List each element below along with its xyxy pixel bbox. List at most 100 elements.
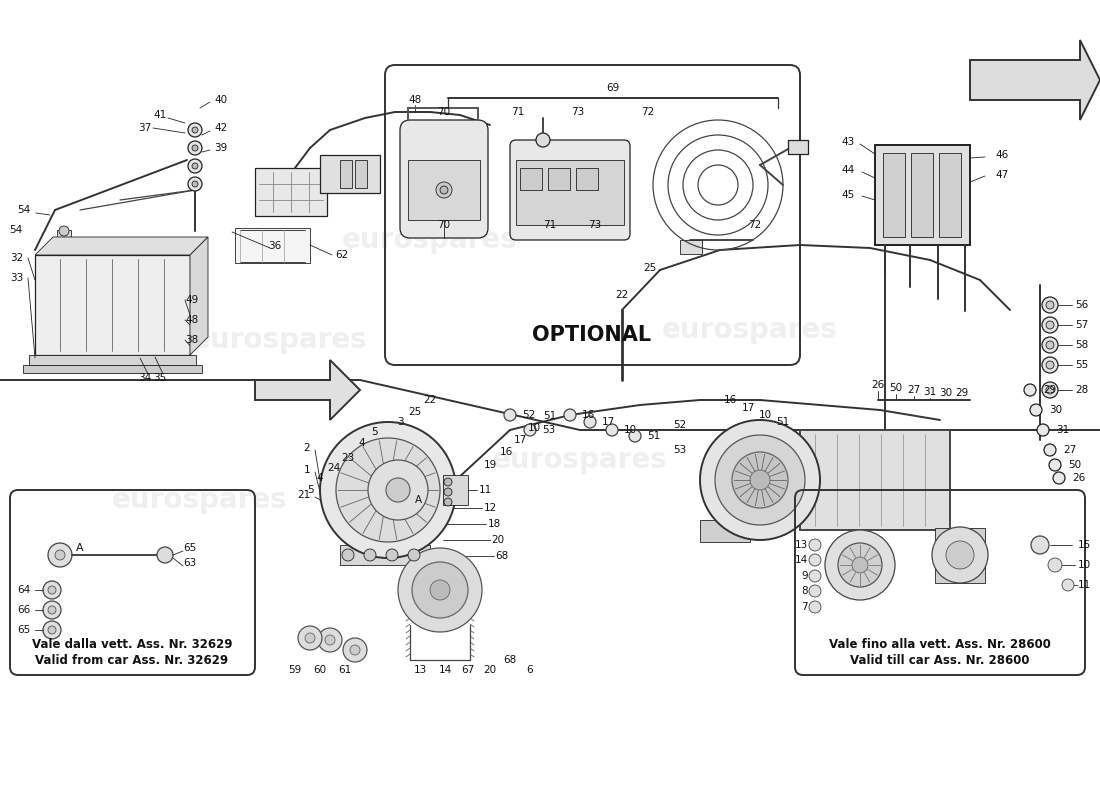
Text: 27: 27 xyxy=(908,385,921,395)
Polygon shape xyxy=(35,237,208,255)
Circle shape xyxy=(192,163,198,169)
Bar xyxy=(23,365,202,373)
Circle shape xyxy=(584,416,596,428)
Text: 10: 10 xyxy=(758,410,771,420)
Text: 34: 34 xyxy=(139,373,152,383)
Text: 30: 30 xyxy=(1049,405,1063,415)
Text: 9: 9 xyxy=(802,571,808,581)
Circle shape xyxy=(564,409,576,421)
Text: 45: 45 xyxy=(842,190,855,200)
Circle shape xyxy=(1049,459,1061,471)
Circle shape xyxy=(444,488,452,496)
Circle shape xyxy=(320,422,456,558)
Text: 46: 46 xyxy=(996,150,1009,160)
Circle shape xyxy=(1053,472,1065,484)
Text: 2: 2 xyxy=(304,443,310,453)
Text: 61: 61 xyxy=(339,665,352,675)
Bar xyxy=(883,153,905,237)
Text: 16: 16 xyxy=(724,395,737,405)
Bar xyxy=(320,155,379,193)
Circle shape xyxy=(192,181,198,187)
Text: 10: 10 xyxy=(624,425,637,435)
Text: eurospares: eurospares xyxy=(662,316,838,344)
Circle shape xyxy=(188,141,202,155)
Circle shape xyxy=(852,557,868,573)
Text: 32: 32 xyxy=(10,253,23,263)
Text: 50: 50 xyxy=(1068,460,1081,470)
Circle shape xyxy=(342,549,354,561)
Circle shape xyxy=(732,452,788,508)
Text: 64: 64 xyxy=(16,585,30,595)
Circle shape xyxy=(298,626,322,650)
Text: 12: 12 xyxy=(483,503,496,513)
Circle shape xyxy=(444,478,452,486)
Text: 73: 73 xyxy=(571,107,584,117)
Circle shape xyxy=(398,548,482,632)
Text: 53: 53 xyxy=(673,445,686,455)
Circle shape xyxy=(440,186,448,194)
Text: 72: 72 xyxy=(748,220,761,230)
Circle shape xyxy=(55,550,65,560)
Circle shape xyxy=(629,430,641,442)
Text: 10: 10 xyxy=(1078,560,1091,570)
Text: 26: 26 xyxy=(1072,473,1086,483)
Circle shape xyxy=(318,628,342,652)
Text: 73: 73 xyxy=(588,220,602,230)
Text: 71: 71 xyxy=(512,107,525,117)
Bar xyxy=(939,153,961,237)
Text: 39: 39 xyxy=(214,143,228,153)
Text: 5: 5 xyxy=(307,485,314,495)
Polygon shape xyxy=(935,528,984,583)
Circle shape xyxy=(382,484,394,496)
Text: 65: 65 xyxy=(16,625,30,635)
Circle shape xyxy=(1037,424,1049,436)
Text: 66: 66 xyxy=(16,605,30,615)
Circle shape xyxy=(1042,297,1058,313)
Circle shape xyxy=(1042,317,1058,333)
Bar xyxy=(520,168,542,190)
Bar xyxy=(548,168,570,190)
Circle shape xyxy=(430,580,450,600)
Circle shape xyxy=(324,635,336,645)
Circle shape xyxy=(808,554,821,566)
Text: 60: 60 xyxy=(314,665,327,675)
Text: 15: 15 xyxy=(1078,540,1091,550)
Text: 18: 18 xyxy=(487,519,500,529)
Text: 13: 13 xyxy=(794,540,808,550)
Bar xyxy=(408,160,480,220)
Circle shape xyxy=(188,159,202,173)
Circle shape xyxy=(536,133,550,147)
Circle shape xyxy=(700,420,820,540)
Circle shape xyxy=(1024,384,1036,396)
Bar xyxy=(255,168,327,216)
Circle shape xyxy=(43,581,60,599)
Circle shape xyxy=(336,438,440,542)
Text: Vale fino alla vett. Ass. Nr. 28600: Vale fino alla vett. Ass. Nr. 28600 xyxy=(829,638,1050,651)
Text: 6: 6 xyxy=(527,665,534,675)
Text: 24: 24 xyxy=(328,463,341,473)
Text: 14: 14 xyxy=(439,665,452,675)
Text: 27: 27 xyxy=(1064,445,1077,455)
Bar xyxy=(340,545,430,565)
Circle shape xyxy=(1044,444,1056,456)
Text: 17: 17 xyxy=(741,403,755,413)
Text: 16: 16 xyxy=(499,447,513,457)
Text: A: A xyxy=(76,543,84,553)
Text: 51: 51 xyxy=(543,411,557,421)
Bar xyxy=(443,475,468,505)
Text: eurospares: eurospares xyxy=(112,486,288,514)
Bar xyxy=(576,168,598,190)
Circle shape xyxy=(305,633,315,643)
Text: 4: 4 xyxy=(359,438,365,448)
Text: 38: 38 xyxy=(186,335,199,345)
Text: 69: 69 xyxy=(606,83,619,93)
Circle shape xyxy=(524,424,536,436)
Text: 48: 48 xyxy=(186,315,199,325)
Circle shape xyxy=(1046,341,1054,349)
Text: 70: 70 xyxy=(438,220,451,230)
Circle shape xyxy=(808,601,821,613)
Text: 56: 56 xyxy=(1075,300,1088,310)
Text: eurospares: eurospares xyxy=(492,446,668,474)
Circle shape xyxy=(1062,579,1074,591)
Bar xyxy=(911,153,933,237)
